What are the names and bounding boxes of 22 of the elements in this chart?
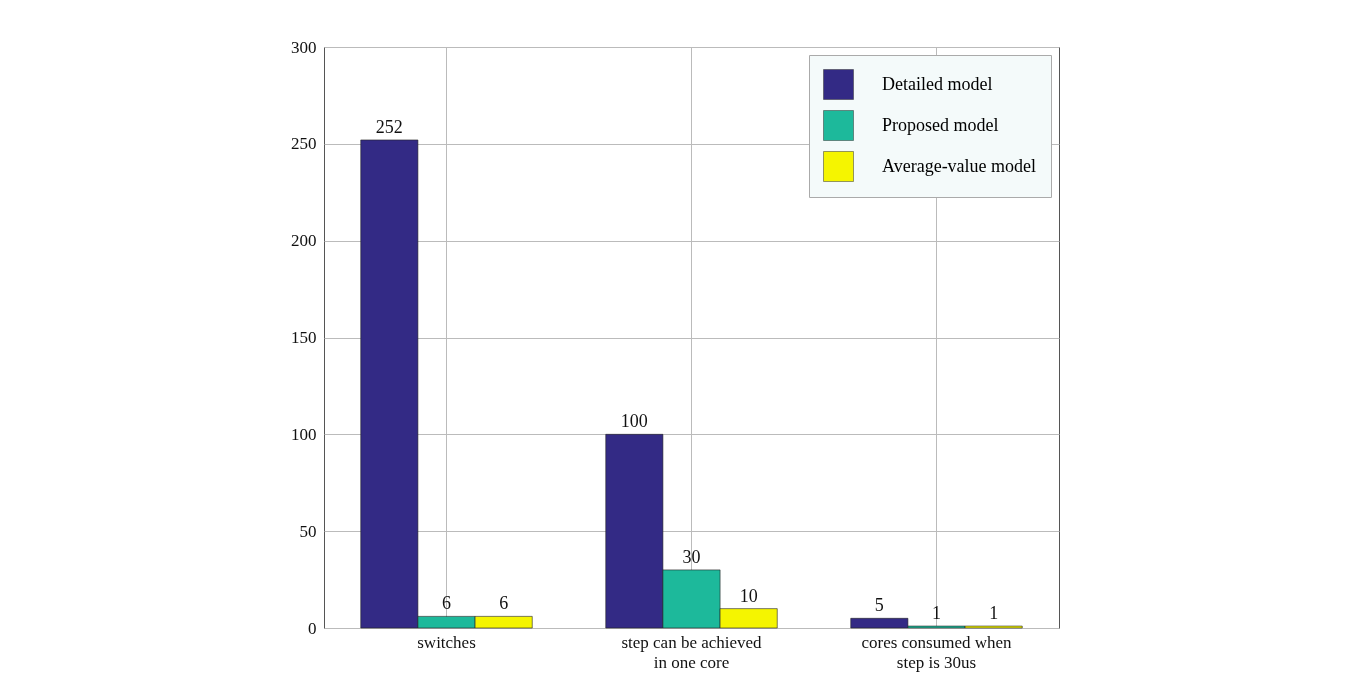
x-tick-label: step can be achieved in one core bbox=[621, 632, 763, 672]
legend-label: Average-value model bbox=[882, 155, 1037, 176]
data-label: 1 bbox=[932, 603, 941, 624]
data-label: 1 bbox=[989, 603, 999, 624]
data-label: 252 bbox=[375, 116, 403, 137]
y-tick-label: 0 bbox=[308, 618, 317, 638]
y-tick-label: 150 bbox=[291, 328, 317, 347]
x-tick-label: switches bbox=[417, 632, 476, 652]
legend-label: Detailed model bbox=[882, 73, 993, 94]
data-label: 5 bbox=[874, 595, 884, 616]
legend-label: Proposed model bbox=[882, 114, 999, 135]
y-tick-label: 100 bbox=[291, 424, 317, 444]
y-tick-label: 300 bbox=[291, 37, 317, 57]
data-label: 100 bbox=[620, 411, 648, 432]
data-label: 10 bbox=[739, 585, 758, 606]
y-tick-label: 50 bbox=[299, 521, 317, 541]
data-label: 6 bbox=[442, 593, 451, 614]
data-label: 6 bbox=[499, 593, 509, 614]
x-tick-label: cores consumed when step is 30us bbox=[861, 632, 1013, 672]
y-tick-label: 250 bbox=[291, 134, 317, 154]
data-label: 30 bbox=[682, 546, 701, 567]
y-tick-label: 200 bbox=[291, 231, 317, 251]
